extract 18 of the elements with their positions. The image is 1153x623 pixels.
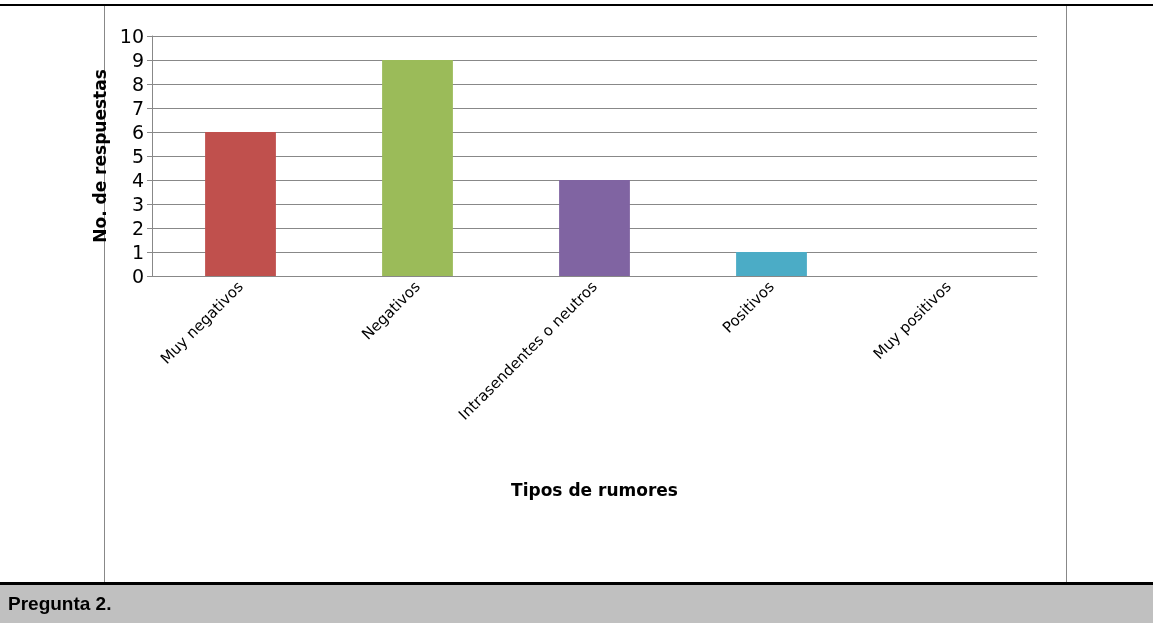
y-tick-label: 6 <box>131 121 144 143</box>
y-tick-label: 1 <box>131 241 144 263</box>
bar <box>559 180 630 276</box>
y-tick-label: 8 <box>131 73 144 95</box>
y-tick-label: 3 <box>131 193 144 215</box>
y-tick-label: 4 <box>131 169 144 191</box>
y-tick-label: 5 <box>131 145 144 167</box>
bar <box>382 60 453 276</box>
y-tick-label: 10 <box>119 25 144 47</box>
bar <box>205 132 276 276</box>
y-tick-label: 2 <box>131 217 144 239</box>
y-axis-title: No. de respuestas <box>90 69 111 243</box>
y-tick-label: 0 <box>131 265 144 287</box>
x-axis-title: Tipos de rumores <box>511 479 678 500</box>
y-tick-label: 9 <box>131 49 144 71</box>
bar <box>736 252 807 276</box>
y-tick-label: 7 <box>131 97 144 119</box>
text: Pregunta 2. <box>8 593 112 614</box>
